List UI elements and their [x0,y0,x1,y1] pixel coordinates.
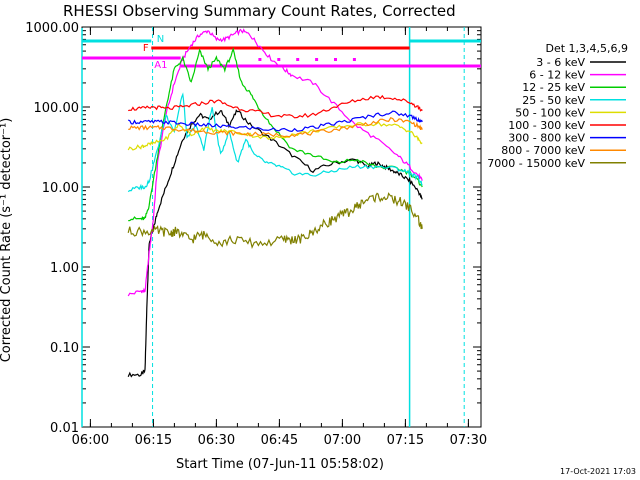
series-group [127,28,423,378]
attenuator-dot [315,58,319,61]
legend-label: 100 - 300 keV [508,119,585,132]
x-axis-label: Start Time (07-Jun-11 05:58:02) [176,457,384,472]
legend-label: 12 - 25 keV [522,81,585,94]
y-tick-label: 0.10 [50,341,79,356]
plot-timestamp: 17-Oct-2021 17:03 [560,467,636,476]
legend-label: 50 - 100 keV [515,106,585,119]
series-line-6-12-keV [127,28,423,297]
x-tick-label: 07:00 [324,433,361,448]
legend-label: 25 - 50 keV [522,94,585,107]
series-line-50-100-keV [127,121,423,151]
x-tick-label: 07:30 [450,433,487,448]
x-tick-label: 06:00 [72,433,109,448]
series-line-300-800-keV [127,110,423,133]
y-tick-label: 1.00 [50,261,79,276]
flag-label: A1 [154,60,167,71]
series-line-25-50-keV [127,92,423,193]
attenuator-dot [258,58,262,61]
series-line-100-300-keV [128,94,423,119]
y-tick-label: 10.00 [42,181,79,196]
legend-label: 800 - 7000 keV [501,144,585,157]
x-tick-label: 07:15 [387,433,424,448]
attenuator-dot [277,58,281,61]
flag-label: F [143,43,149,54]
x-tick-labels: 06:00 06:15 06:30 06:45 07:00 07:15 07:30 [72,433,487,448]
attenuator-flags: NF A1 [81,27,481,427]
series-line-7000-15000-keV [127,192,423,250]
y-axis-label: Corrected Count Rate (s⁻¹ detector⁻¹) [0,118,14,363]
legend-label: 7000 - 15000 keV [487,157,585,170]
attenuator-dot [296,58,300,61]
legend-title: Det 1,3,4,5,6,9 [545,42,628,55]
series-line-800-7000-keV [128,117,423,138]
x-tick-label: 06:15 [135,433,172,448]
x-tick-label: 06:45 [261,433,298,448]
attenuator-dot [352,58,356,61]
attenuator-dot [334,58,337,61]
legend-label: 6 - 12 keV [529,69,585,82]
series-line-3-6-keV [127,109,423,378]
legend-label: 3 - 6 keV [536,56,585,69]
y-tick-label: 100.00 [34,101,80,116]
flag-label: N [157,34,164,45]
y-tick-labels: 1000.00 100.00 10.00 1.00 0.10 0.01 [25,21,79,436]
chart-title: RHESSI Observing Summary Count Rates, Co… [63,2,456,20]
y-tick-label: 1000.00 [25,21,79,36]
x-tick-label: 06:30 [198,433,235,448]
legend-label: 300 - 800 keV [508,132,585,145]
y-tick-label: 0.01 [50,421,79,436]
